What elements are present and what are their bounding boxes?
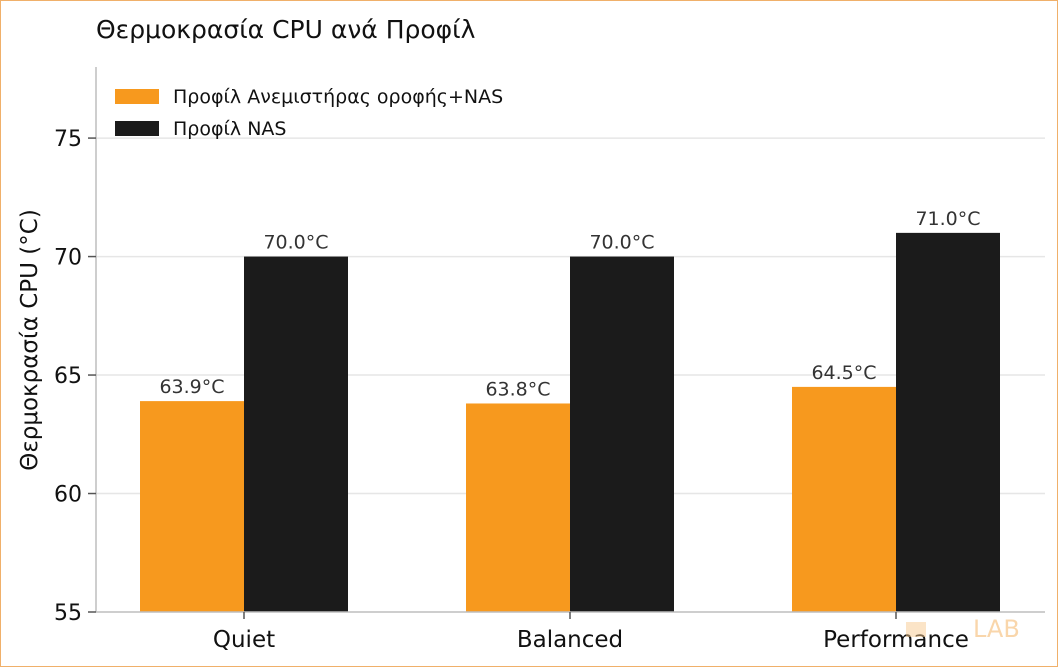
bar-ceiling-fan-nas (140, 401, 244, 612)
bar-nas (244, 256, 348, 612)
ticks-layer: 55 60 65 70 75 Quiet Balanced Performance (54, 127, 969, 653)
bar-value-label: 70.0°C (589, 232, 654, 254)
watermark-logo: LAB (906, 615, 1020, 643)
bar-value-label: 63.9°C (159, 376, 224, 398)
watermark-text: LAB (973, 615, 1020, 643)
y-tick-label: 55 (54, 601, 82, 626)
legend-swatch (115, 121, 159, 136)
x-tick-label: Balanced (517, 627, 623, 653)
y-tick-label: 60 (54, 483, 82, 508)
bar-value-label: 64.5°C (811, 362, 876, 384)
bar-value-label: 71.0°C (915, 208, 980, 230)
bar-ceiling-fan-nas (792, 386, 896, 612)
y-tick-label: 65 (54, 364, 82, 389)
bar-value-label: 70.0°C (263, 232, 328, 254)
bar-ceiling-fan-nas (466, 403, 570, 612)
watermark-box (906, 622, 926, 637)
bars-layer (140, 232, 1000, 612)
y-tick-label: 75 (54, 127, 82, 152)
chart-title: Θερμοκρασία CPU ανά Προφίλ (96, 15, 476, 44)
legend: Προφίλ Ανεμιστήρας οροφής+NAS Προφίλ NAS (115, 86, 503, 140)
legend-label: Προφίλ NAS (173, 118, 287, 140)
x-tick-label: Quiet (213, 627, 275, 653)
x-tick-label: Performance (823, 627, 969, 653)
legend-label: Προφίλ Ανεμιστήρας οροφής+NAS (173, 86, 503, 108)
bar-value-label: 63.8°C (485, 378, 550, 400)
y-tick-label: 70 (54, 246, 82, 271)
bar-nas (896, 232, 1000, 612)
bar-nas (570, 256, 674, 612)
data-labels-layer: 63.9°C 63.8°C 64.5°C 70.0°C 70.0°C 71.0°C (159, 208, 980, 401)
y-axis-label: Θερμοκρασία CPU (°C) (17, 209, 43, 471)
legend-swatch (115, 89, 159, 104)
